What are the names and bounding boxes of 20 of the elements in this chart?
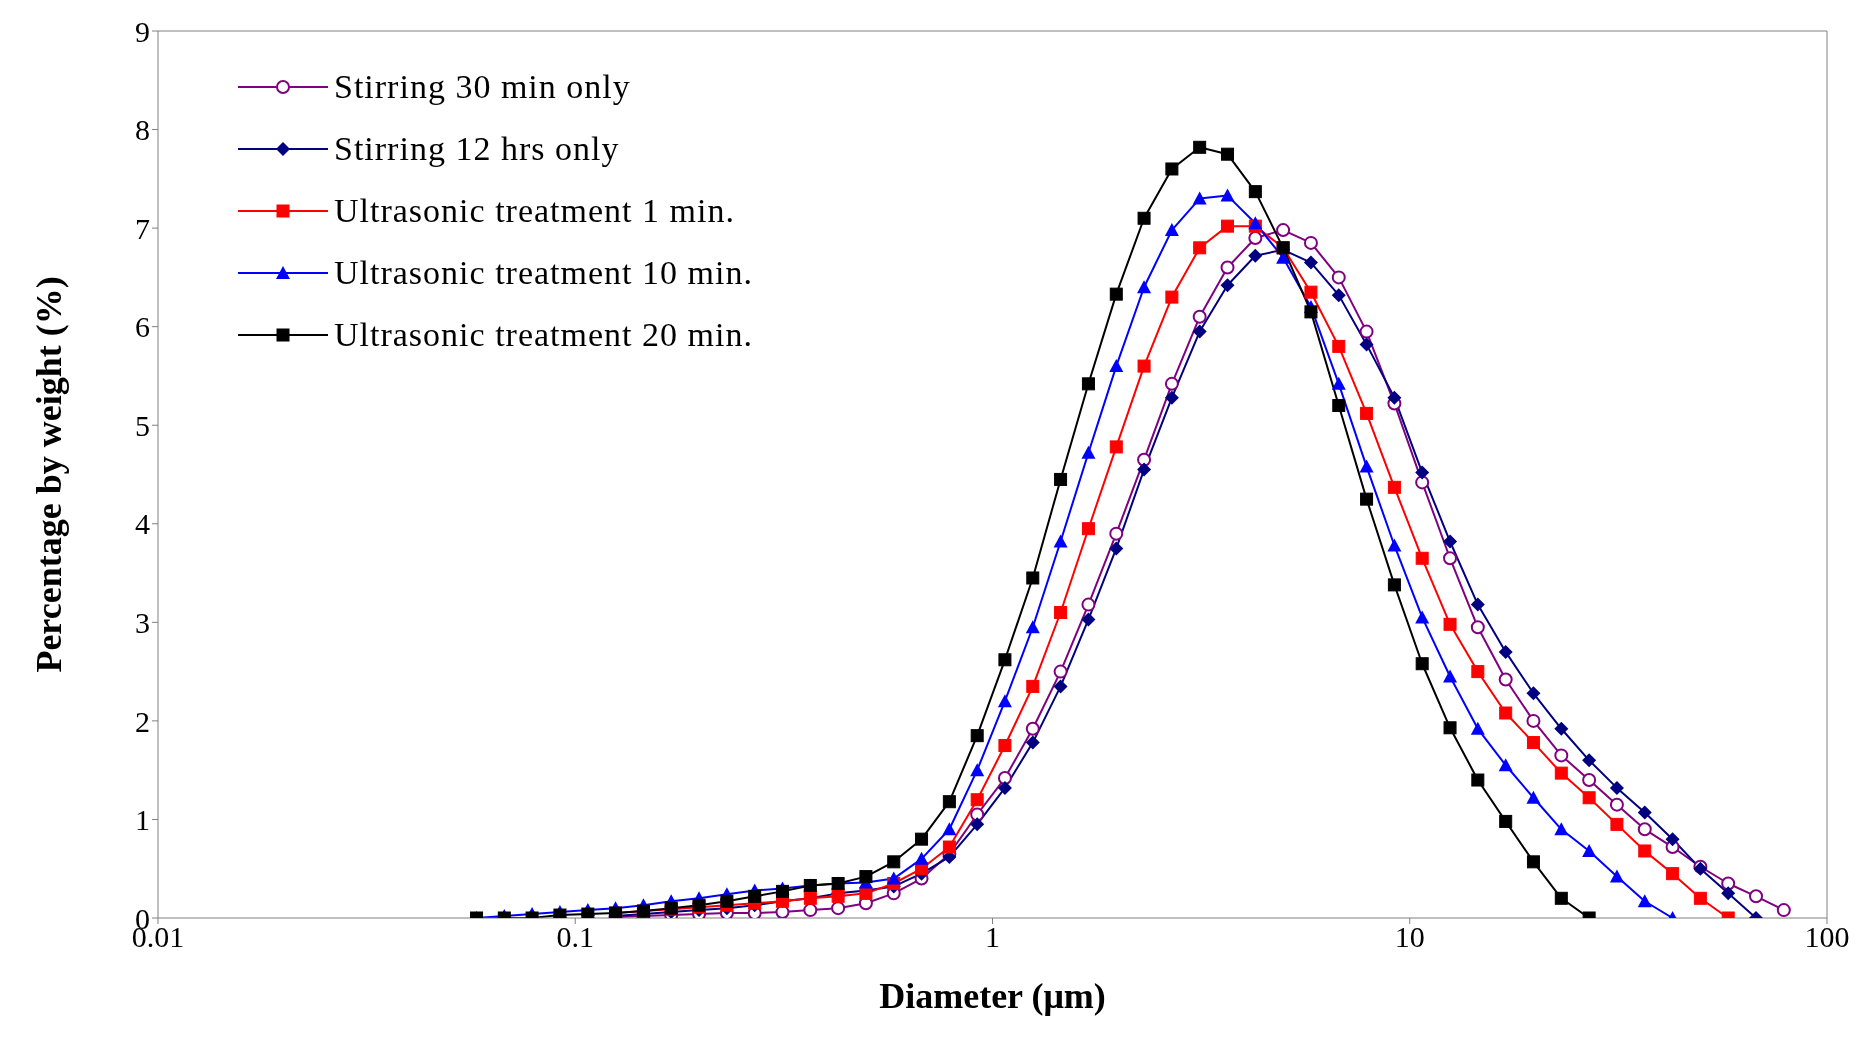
x-axis-title: Diameter (μm) — [879, 976, 1106, 1016]
y-axis-title: Percentage by weight (%) — [28, 276, 69, 673]
y-tick-label: 8 — [135, 113, 150, 147]
legend-label: Stirring 12 hrs only — [334, 130, 620, 168]
y-tick-label: 1 — [135, 803, 150, 837]
legend-label: Ultrasonic treatment 1 min. — [334, 192, 735, 230]
y-tick-label: 2 — [135, 704, 150, 738]
y-tick-label: 5 — [135, 408, 150, 442]
x-tick-label: 1 — [985, 920, 1000, 954]
y-tick-label: 9 — [135, 14, 150, 48]
legend-label: Ultrasonic treatment 10 min. — [334, 254, 753, 292]
legend-label: Stirring 30 min only — [334, 68, 631, 106]
y-tick-label: 4 — [135, 507, 150, 541]
y-tick-label: 7 — [135, 211, 150, 245]
x-tick-label: 100 — [1804, 920, 1850, 954]
x-tick-label: 10 — [1394, 920, 1425, 954]
x-tick-label: 0.1 — [556, 920, 594, 954]
legend-label: Ultrasonic treatment 20 min. — [334, 316, 753, 354]
y-tick-label: 3 — [135, 605, 150, 639]
y-tick-label: 6 — [135, 310, 150, 344]
